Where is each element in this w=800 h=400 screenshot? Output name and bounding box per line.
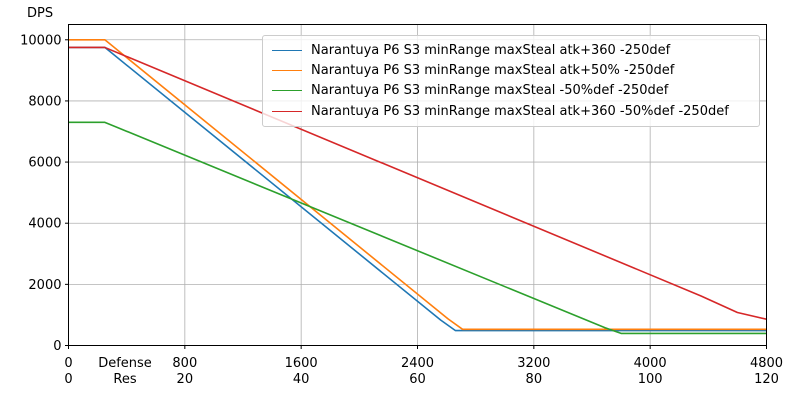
x-tick-label-res: 20 (177, 372, 194, 387)
x-tick-label-defense: 4000 (634, 356, 667, 371)
legend: Narantuya P6 S3 minRange maxSteal atk+36… (262, 35, 760, 128)
x-tick-label-res: 40 (293, 372, 310, 387)
y-axis-title: DPS (27, 6, 54, 21)
x-tick-label-defense: 800 (172, 356, 197, 371)
x-tick-label-defense: 3200 (517, 356, 550, 371)
legend-item: Narantuya P6 S3 minRange maxSteal atk+36… (272, 101, 751, 121)
y-tick-label: 8000 (28, 94, 61, 109)
legend-label: Narantuya P6 S3 minRange maxSteal -50%de… (311, 83, 669, 99)
y-tick-label: 2000 (28, 278, 61, 293)
x-axis-name-res: Res (113, 372, 136, 387)
x-axis-name-defense: Defense (98, 356, 152, 371)
legend-item: Narantuya P6 S3 minRange maxSteal atk+50… (272, 60, 751, 80)
series-line-3 (68, 46, 767, 320)
x-tick-label-defense: 1600 (285, 356, 318, 371)
legend-line-swatch (272, 110, 302, 112)
y-tick-label: 6000 (28, 156, 61, 171)
x-tick-label-defense: 4800 (750, 356, 783, 371)
legend-line-swatch (272, 90, 302, 92)
series-line-2 (68, 121, 767, 335)
x-tick-label-res: 60 (409, 372, 426, 387)
x-tick-label-res: 120 (754, 372, 779, 387)
y-tick-label: 10000 (20, 33, 61, 48)
y-tick-label: 0 (53, 339, 61, 354)
legend-line-swatch (272, 49, 302, 51)
legend-label: Narantuya P6 S3 minRange maxSteal atk+36… (311, 103, 729, 119)
legend-label: Narantuya P6 S3 minRange maxSteal atk+50… (311, 62, 675, 78)
legend-item: Narantuya P6 S3 minRange maxSteal atk+36… (272, 40, 751, 60)
x-tick-label-res: 80 (526, 372, 543, 387)
legend-item: Narantuya P6 S3 minRange maxSteal -50%de… (272, 81, 751, 101)
x-tick-label-defense: 2400 (401, 356, 434, 371)
legend-label: Narantuya P6 S3 minRange maxSteal atk+36… (311, 42, 671, 58)
series-line-1 (68, 38, 767, 331)
x-tick-label-res: 0 (64, 372, 72, 387)
y-tick-label: 4000 (28, 217, 61, 232)
x-tick-label-defense: 0 (64, 356, 72, 371)
legend-line-swatch (272, 69, 302, 71)
x-tick-label-res: 100 (638, 372, 663, 387)
